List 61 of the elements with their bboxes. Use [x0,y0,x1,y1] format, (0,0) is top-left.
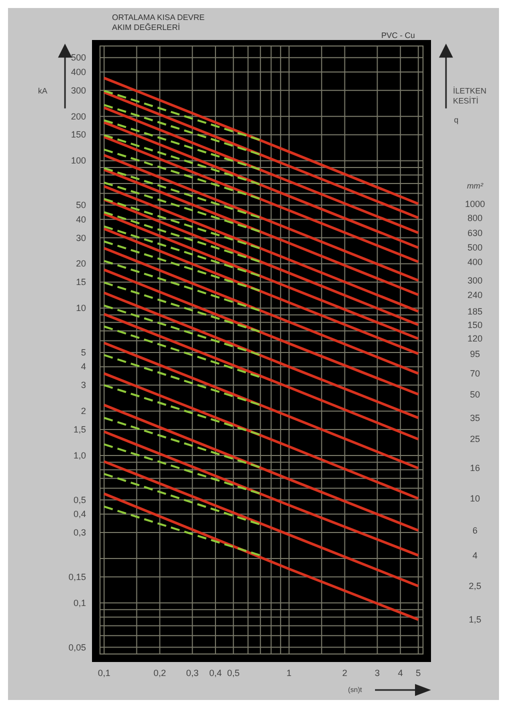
text: 500 [467,242,483,253]
y-tick-label: 5 [80,347,86,358]
y-tick-label: 3 [80,380,86,390]
text: 1,5 [468,614,482,625]
x-tick-label: 0,1 [98,668,110,678]
text: 4 [472,550,478,560]
text: 1000 [464,198,486,209]
y-tick-label: 0,05 [68,642,86,652]
text: İLETKEN KESİTİ [453,86,487,106]
x-tick-label: 5 [416,668,421,678]
x-tick-label: 1 [286,668,292,678]
y-tick-label: 10 [76,303,86,314]
text: 2,5 [468,581,482,592]
text: 240 [467,290,483,300]
y-tick-label: 15 [76,277,86,288]
x-tick-label: 0,5 [227,668,240,678]
text: 70 [470,368,480,378]
y-tick-label: 4 [80,362,86,372]
y-tick-label: 1,0 [73,450,86,460]
y-tick-label: 40 [76,214,86,224]
text: 800 [467,212,483,223]
text: q [454,115,458,124]
y-axis-title: kA [38,86,48,96]
text: 300 [467,275,483,286]
x-tick-label: 0,4 [209,668,222,678]
y-tick-label: 100 [70,156,86,166]
y-tick-label: 300 [70,85,86,96]
y-tick-label: 400 [70,66,86,77]
y-tick-label: 1,5 [73,424,86,435]
y-tick-label: 0,4 [73,509,86,520]
y-tick-label: 2 [80,406,86,416]
y-tick-label: 0,3 [73,528,86,538]
y-tick-label: 0,5 [73,494,86,505]
x-tick-label: 0,3 [186,668,199,678]
text: mm² [467,182,484,191]
text: 630 [467,228,483,238]
chart-title: ORTALAMA KISA DEVRE AKIM DEĞERLERİ [112,13,205,32]
y-tick-label: 50 [76,200,86,210]
y-tick-label: 0,1 [73,598,86,608]
y-tick-label: 200 [70,111,86,122]
x-tick-label: 4 [398,668,403,678]
text: 185 [467,306,483,316]
text: 400 [467,256,483,267]
y-tick-label: 0,15 [68,572,86,582]
chart-subtitle: PVC - Cu [381,31,415,40]
x-tick-label: 0,2 [154,668,166,678]
text: 150 [467,320,483,330]
y-tick-label: 150 [70,130,86,140]
text: 25 [470,434,480,444]
y-tick-label: 30 [76,232,86,243]
text: 10 [470,494,480,504]
x-tick-label: 2 [342,668,348,678]
y-tick-label: 20 [76,258,86,269]
text: 6 [472,525,478,536]
y-tick-label: 500 [70,52,86,63]
text: 35 [470,412,480,423]
text: 50 [470,389,480,400]
text: 95 [470,348,480,359]
text: 120 [467,334,483,344]
x-tick-label: 3 [374,668,380,678]
text: 16 [470,463,480,474]
